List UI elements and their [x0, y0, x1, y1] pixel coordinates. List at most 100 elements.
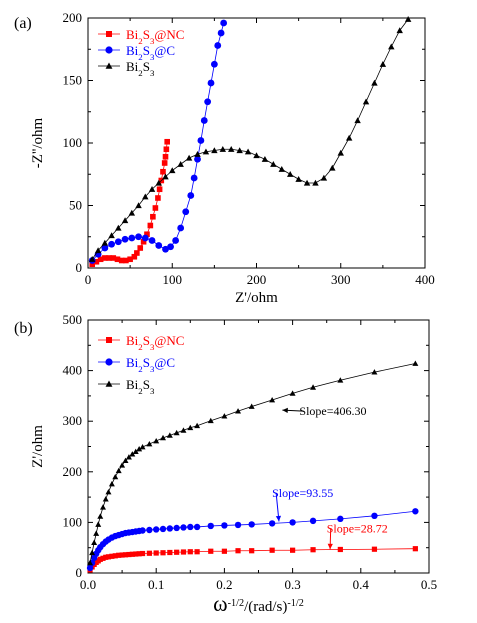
data-point-square	[122, 552, 129, 558]
slope-annotation: Slope=406.30	[282, 404, 367, 418]
panel-b-zreal-vs-omega: 0.0 0.1 0.2 0.3 0.4 0.5 0 100 200 300 400 500 (b) Z'/…	[14, 312, 437, 616]
label-fragment: -1/2	[287, 598, 303, 609]
data-point-triangle	[211, 147, 218, 154]
data-point-triangle	[371, 79, 378, 86]
series-circle	[86, 508, 419, 572]
data-point-square	[106, 31, 112, 37]
data-point-square	[160, 168, 166, 175]
data-point-triangle	[269, 396, 276, 403]
omega-symbol: ω	[213, 591, 227, 616]
label-fragment: @NC	[154, 333, 184, 348]
data-point-square	[137, 245, 144, 251]
data-point-square	[187, 549, 193, 555]
data-point-circle	[162, 245, 169, 253]
data-point-square	[160, 550, 166, 556]
data-point-triangle	[371, 369, 378, 375]
y-tick-label: 500	[63, 312, 83, 327]
data-point-square	[235, 548, 241, 554]
label-fragment: 3	[150, 386, 155, 396]
data-point-triangle	[153, 437, 160, 444]
x-tick-label: 300	[331, 272, 351, 287]
data-point-square	[112, 553, 118, 559]
data-point-circle	[412, 508, 419, 515]
data-point-triangle	[95, 521, 102, 527]
data-point-triangle	[135, 202, 142, 209]
data-point-square	[163, 146, 170, 153]
data-point-triangle	[169, 167, 176, 174]
data-point-triangle	[310, 384, 317, 390]
data-point-triangle	[278, 166, 285, 172]
y-tick-label: 100	[63, 514, 83, 529]
data-point-triangle	[108, 480, 115, 487]
legend-entry: Bi2S3@C	[98, 43, 175, 62]
data-point-circle	[105, 46, 113, 54]
y-tick-label: 0	[76, 565, 83, 580]
data-point-triangle	[115, 224, 122, 231]
data-point-circle	[207, 522, 214, 530]
data-point-circle	[153, 526, 160, 533]
data-point-triangle	[404, 16, 412, 22]
data-point-triangle	[142, 193, 149, 200]
data-point-square	[89, 261, 96, 268]
label-fragment: Bi	[126, 27, 139, 42]
data-point-circle	[371, 512, 378, 520]
data-point-square	[100, 555, 106, 561]
label-fragment: 2	[138, 342, 142, 352]
y-tick-label: 0	[76, 260, 83, 275]
data-point-square	[290, 547, 296, 553]
data-point-circle	[193, 523, 201, 531]
data-point-square	[105, 554, 112, 560]
data-point-square	[164, 138, 170, 145]
data-point-square	[155, 195, 161, 201]
x-axis-label: Z'/ohm	[235, 290, 278, 306]
legend-label: Bi2S3	[126, 59, 155, 78]
data-point-circle	[155, 242, 163, 249]
legend-entry: Bi2S3	[98, 377, 155, 396]
data-point-square	[97, 556, 103, 562]
label-fragment: S	[143, 333, 150, 348]
data-point-circle	[220, 19, 228, 27]
data-point-circle	[309, 517, 317, 525]
data-point-triangle	[162, 173, 169, 180]
label-fragment: S	[143, 59, 150, 74]
data-point-triangle	[289, 390, 296, 396]
data-point-circle	[86, 564, 94, 572]
x-tick-label: 200	[247, 272, 267, 287]
data-point-circle	[114, 238, 122, 246]
data-point-triangle	[236, 147, 243, 154]
data-point-square	[140, 238, 147, 245]
data-point-square	[114, 256, 121, 263]
data-point-triangle	[97, 513, 104, 519]
x-tick-label: 0.1	[148, 577, 164, 592]
data-point-square	[131, 253, 138, 260]
data-point-triangle	[379, 61, 387, 67]
data-point-triangle	[244, 148, 252, 155]
data-point-triangle	[194, 151, 201, 157]
y-tick-label: 300	[63, 413, 83, 428]
data-point-square	[180, 549, 187, 555]
data-point-square	[144, 231, 150, 238]
data-point-square	[127, 256, 133, 263]
x-axis-label: ω-1/2/(rad/s)-1/2	[213, 591, 304, 616]
panel-label: (a)	[14, 15, 32, 32]
data-point-triangle	[337, 377, 344, 383]
data-point-triangle	[119, 462, 126, 468]
data-point-square	[93, 258, 100, 265]
label-fragment: @C	[154, 355, 175, 370]
data-point-square	[161, 160, 168, 166]
data-point-triangle	[235, 408, 242, 414]
data-point-circle	[221, 522, 228, 529]
data-point-circle	[187, 523, 194, 531]
data-point-triangle	[122, 457, 129, 464]
data-point-circle	[173, 524, 180, 532]
data-point-triangle	[91, 539, 98, 546]
data-point-triangle	[125, 454, 132, 460]
label-fragment: Bi	[126, 333, 139, 348]
panel-label: (b)	[14, 320, 33, 337]
data-point-circle	[289, 519, 296, 526]
data-point-triangle	[388, 43, 395, 50]
data-point-circle	[177, 224, 185, 232]
series-line	[89, 510, 416, 569]
data-point-circle	[182, 208, 190, 216]
